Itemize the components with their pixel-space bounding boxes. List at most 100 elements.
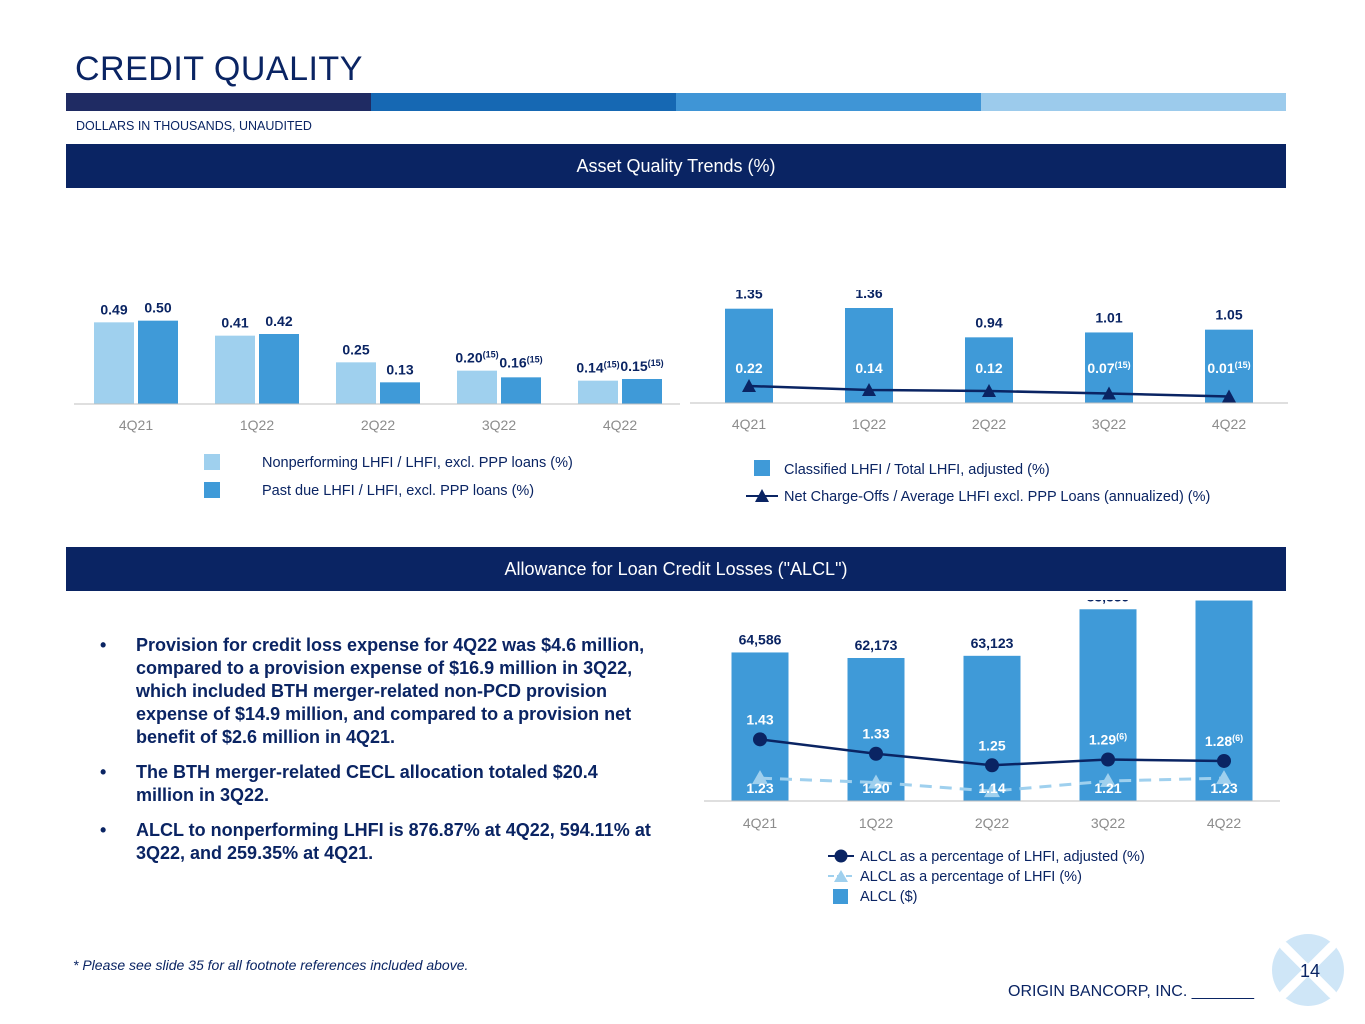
data-label-alcl: 63,123 — [971, 635, 1014, 651]
alcl-pct-marker — [752, 770, 768, 785]
alcl-pct-marker — [984, 783, 1000, 798]
data-label-alcl-adjusted: 1.43 — [746, 711, 773, 727]
net-charge-offs-marker — [862, 383, 876, 396]
bullet-dot: • — [100, 635, 107, 655]
header-stripe — [66, 93, 1286, 111]
data-label-nonperforming: 0.14(15) — [576, 360, 619, 376]
x-tick-label: 4Q21 — [743, 815, 777, 831]
bullet-text: Provision for credit loss expense for 4Q… — [136, 635, 645, 747]
data-label-net-charge-offs: 0.12 — [975, 360, 1002, 376]
x-tick-label: 2Q22 — [975, 815, 1009, 831]
data-label-past-due: 0.16(15) — [499, 354, 542, 370]
bullet-item: • Provision for credit loss expense for … — [100, 634, 660, 749]
footnote: * Please see slide 35 for all footnote r… — [73, 957, 469, 973]
data-label-past-due: 0.15(15) — [620, 358, 663, 374]
legend-label: Classified LHFI / Total LHFI, adjusted (… — [784, 462, 1050, 478]
bullet-dot: • — [100, 820, 107, 840]
x-tick-label: 1Q22 — [852, 416, 886, 432]
net-charge-offs-marker — [982, 384, 996, 397]
data-label-nonperforming: 0.49 — [100, 301, 127, 317]
bar-past-due-3q22 — [501, 377, 541, 404]
legend-label: Past due LHFI / LHFI, excl. PPP loans (%… — [262, 483, 534, 499]
net-charge-offs-marker — [742, 379, 756, 392]
data-label-alcl-adjusted: 1.33 — [862, 726, 889, 742]
x-tick-label: 2Q22 — [361, 417, 395, 433]
stripe-segment-2 — [371, 93, 676, 111]
alcl-pct-marker — [1216, 770, 1232, 785]
data-label-net-charge-offs: 0.22 — [735, 360, 762, 376]
bar-past-due-4q21 — [138, 320, 178, 404]
bar-past-due-2q22 — [380, 382, 420, 404]
data-label-alcl-pct: 1.23 — [746, 780, 773, 796]
company-name: ORIGIN BANCORP, INC. _______ — [1008, 983, 1255, 1000]
asset-quality-band: Asset Quality Trends (%) — [66, 144, 1286, 188]
x-tick-label: 2Q22 — [972, 416, 1006, 432]
data-label-alcl-adjusted: 1.25 — [978, 737, 1005, 753]
x-tick-label: 3Q22 — [482, 417, 516, 433]
data-label-alcl-pct: 1.21 — [1094, 780, 1121, 796]
bar-nonperforming-2q22 — [336, 362, 376, 404]
data-label-nonperforming: 0.20(15) — [455, 350, 498, 366]
data-label-classified: 1.05 — [1215, 307, 1242, 323]
bullet-text: ALCL to nonperforming LHFI is 876.87% at… — [136, 820, 651, 863]
bar-past-due-4q22 — [622, 379, 662, 404]
bar-nonperforming-1q22 — [215, 335, 255, 404]
x-tick-label: 3Q22 — [1091, 815, 1125, 831]
data-label-classified: 1.35 — [735, 290, 762, 302]
legend-swatch — [204, 454, 220, 470]
bar-nonperforming-4q22 — [578, 380, 618, 404]
alcl-adjusted-marker — [1217, 753, 1231, 768]
data-label-past-due: 0.42 — [265, 313, 292, 329]
alcl-pct-line — [759, 776, 1225, 793]
bullet-item: • ALCL to nonperforming LHFI is 876.87% … — [100, 819, 660, 865]
x-tick-label: 4Q21 — [119, 417, 153, 433]
alcl-chart: 64,586 4Q21 62,173 1Q22 63,123 2Q22 83,359 3Q22… — [704, 600, 1280, 905]
x-tick-label: 4Q22 — [1207, 815, 1241, 831]
data-label-alcl: 83,359 — [1087, 600, 1130, 604]
x-tick-label: 4Q21 — [732, 416, 766, 432]
stripe-segment-1 — [66, 93, 371, 111]
data-label-nonperforming: 0.25 — [342, 341, 369, 357]
alcl-adjusted-marker — [753, 732, 767, 747]
nonperforming-pastdue-chart: 0.49 0.50 4Q21 0.41 0.42 1Q22 0.25 0.13 2Q22 0.20… — [74, 300, 680, 499]
x-tick-label: 1Q22 — [240, 417, 274, 433]
x-tick-label: 4Q22 — [603, 417, 637, 433]
legend-swatch — [754, 460, 770, 476]
alcl-adjusted-marker — [869, 746, 883, 761]
page-number: 14 — [1300, 961, 1321, 981]
alcl-band: Allowance for Loan Credit Losses ("ALCL"… — [66, 547, 1286, 591]
data-label-alcl-adjusted: 1.29(6) — [1089, 732, 1127, 748]
alcl-pct-marker — [868, 774, 884, 789]
legend-marker — [755, 489, 769, 502]
bullet-item: • The BTH merger-related CECL allocation… — [100, 761, 660, 807]
page-title: CREDIT QUALITY — [75, 50, 363, 88]
data-label-net-charge-offs: 0.14 — [855, 360, 882, 376]
net-charge-offs-marker — [1102, 386, 1116, 400]
data-label-alcl: 62,173 — [855, 637, 898, 653]
alcl-adjusted-marker — [985, 758, 999, 773]
legend-label: Nonperforming LHFI / LHFI, excl. PPP loa… — [262, 455, 573, 471]
data-label-alcl-adjusted: 1.28(6) — [1205, 733, 1243, 749]
data-label-classified: 1.01 — [1095, 309, 1122, 325]
data-label-past-due: 0.13 — [386, 361, 413, 377]
legend-label: ALCL as a percentage of LHFI (%) — [860, 869, 1082, 885]
x-tick-label: 4Q22 — [1212, 416, 1246, 432]
data-label-net-charge-offs: 0.01(15) — [1207, 360, 1250, 376]
data-label-classified: 1.36 — [855, 290, 882, 301]
legend-label: Net Charge-Offs / Average LHFI excl. PPP… — [784, 489, 1210, 505]
bar-past-due-1q22 — [259, 334, 299, 404]
data-label-classified: 0.94 — [975, 314, 1002, 330]
legend-swatch — [833, 889, 848, 904]
bullet-text: The BTH merger-related CECL allocation t… — [136, 762, 598, 805]
commentary-bullets: • Provision for credit loss expense for … — [100, 634, 660, 877]
net-charge-offs-marker — [1222, 389, 1236, 403]
data-label-alcl: 64,586 — [739, 631, 782, 647]
data-label-alcl-pct: 1.20 — [862, 780, 889, 796]
x-tick-label: 1Q22 — [859, 815, 893, 831]
data-label-nonperforming: 0.41 — [221, 315, 248, 331]
data-label-past-due: 0.50 — [144, 300, 171, 316]
legend-label: ALCL ($) — [860, 889, 917, 905]
legend-marker — [834, 849, 848, 863]
bar-alcl-3q22 — [1079, 609, 1137, 801]
legend-marker — [834, 870, 848, 882]
